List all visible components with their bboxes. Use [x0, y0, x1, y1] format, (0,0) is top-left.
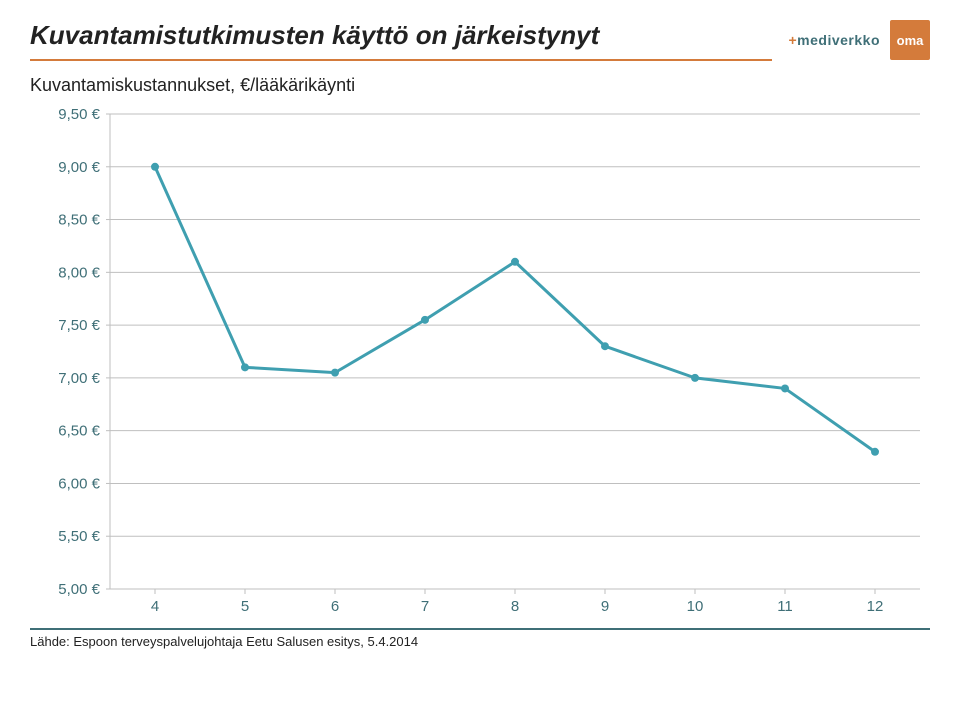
y-tick-label: 9,50 € — [58, 106, 100, 123]
x-tick-label: 11 — [777, 598, 793, 615]
data-marker — [601, 342, 609, 350]
data-marker — [691, 374, 699, 382]
x-tick-label: 12 — [867, 598, 884, 615]
x-tick-label: 5 — [241, 598, 249, 615]
footer-divider — [30, 628, 930, 630]
data-marker — [151, 163, 159, 171]
mediverkko-logo: +mediverkko — [788, 32, 880, 48]
y-tick-label: 6,00 € — [58, 475, 100, 492]
data-marker — [421, 316, 429, 324]
plus-icon: + — [788, 32, 797, 48]
y-tick-label: 8,00 € — [58, 264, 100, 281]
y-tick-label: 5,00 € — [58, 581, 100, 598]
footer-source: Lähde: Espoon terveyspalvelujohtaja Eetu… — [30, 634, 930, 649]
x-tick-label: 9 — [601, 598, 609, 615]
y-tick-label: 8,50 € — [58, 212, 100, 229]
chart-subtitle: Kuvantamiskustannukset, €/lääkärikäynti — [30, 75, 930, 96]
y-tick-label: 9,00 € — [58, 159, 100, 176]
y-tick-label: 6,50 € — [58, 423, 100, 440]
x-tick-label: 4 — [151, 598, 159, 615]
data-marker — [241, 363, 249, 371]
logos: +mediverkko oma — [788, 20, 930, 60]
mediverkko-text: mediverkko — [797, 32, 880, 48]
chart-container: 5,00 € 5,50 € 6,00 € 6,50 € 7,00 € 7,50 € 8,00… — [30, 104, 930, 624]
page-title: Kuvantamistutkimusten käyttö on järkeist… — [30, 20, 772, 51]
x-tick-label: 10 — [687, 598, 704, 615]
oma-logo: oma — [890, 20, 930, 60]
data-marker — [331, 369, 339, 377]
title-wrap: Kuvantamistutkimusten käyttö on järkeist… — [30, 20, 772, 61]
header: Kuvantamistutkimusten käyttö on järkeist… — [30, 20, 930, 61]
line-chart: 5,00 € 5,50 € 6,00 € 6,50 € 7,00 € 7,50 € 8,00… — [30, 104, 930, 624]
y-tick-label: 7,00 € — [58, 370, 100, 387]
x-tick-label: 7 — [421, 598, 429, 615]
data-marker — [781, 384, 789, 392]
y-tick-label: 5,50 € — [58, 528, 100, 545]
y-tick-label: 7,50 € — [58, 317, 100, 334]
x-tick-label: 6 — [331, 598, 339, 615]
slide-page: Kuvantamistutkimusten käyttö on järkeist… — [0, 0, 960, 727]
x-tick-label: 8 — [511, 598, 519, 615]
title-underline — [30, 59, 772, 61]
data-marker — [871, 448, 879, 456]
data-marker — [511, 258, 519, 266]
